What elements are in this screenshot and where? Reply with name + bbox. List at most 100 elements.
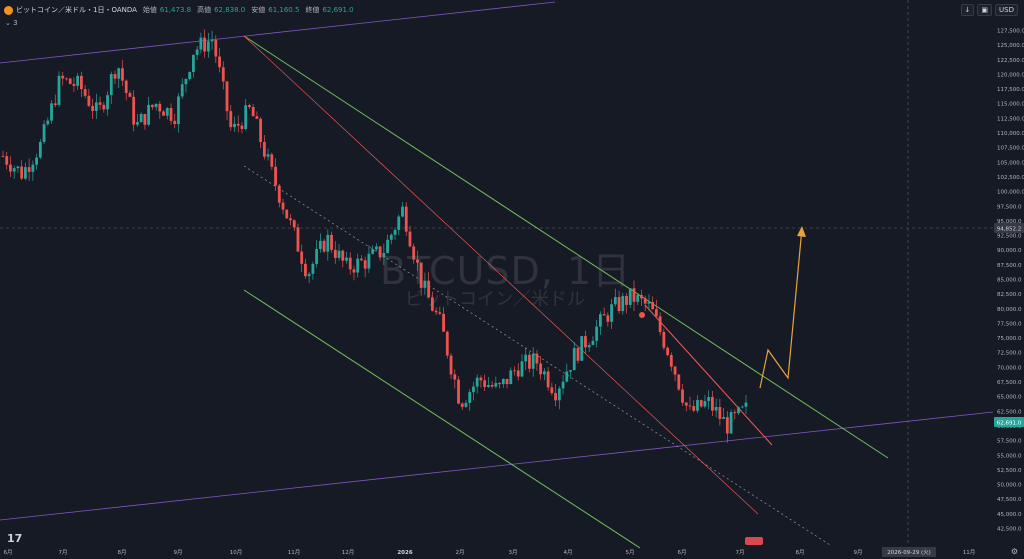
candle-body bbox=[270, 154, 274, 167]
candle-body bbox=[326, 234, 330, 252]
candle-body bbox=[154, 103, 158, 108]
candle-body bbox=[643, 298, 647, 304]
y-tick-label: 57,500.0 bbox=[997, 439, 1022, 445]
candle-body bbox=[315, 248, 319, 264]
candle-body bbox=[617, 297, 621, 312]
candle-body bbox=[240, 125, 244, 130]
candle-body bbox=[76, 75, 80, 86]
x-tick-label: 6月 bbox=[4, 549, 13, 556]
candle-body bbox=[393, 229, 397, 235]
candle-body bbox=[598, 314, 602, 327]
y-tick-label: 102,500.0 bbox=[997, 175, 1024, 181]
candle-body bbox=[173, 120, 177, 125]
candle-body bbox=[46, 120, 50, 125]
candle-body bbox=[557, 388, 561, 401]
candle-body bbox=[658, 316, 662, 333]
candle-body bbox=[132, 96, 136, 125]
close-value: 62,691.0 bbox=[322, 6, 354, 14]
candle-body bbox=[662, 332, 666, 348]
candle-body bbox=[684, 402, 688, 406]
red-wedge-line bbox=[243, 35, 759, 515]
candle-body bbox=[236, 123, 240, 126]
candle-body bbox=[94, 102, 98, 111]
candle-body bbox=[304, 263, 307, 277]
candle-body bbox=[416, 259, 419, 263]
lower-channel-line bbox=[243, 289, 641, 549]
candle-body bbox=[53, 103, 57, 105]
candle-body bbox=[20, 166, 24, 179]
down-arrow-icon[interactable]: ↓ bbox=[960, 4, 975, 16]
close-label: 終値 bbox=[305, 6, 320, 14]
candle-body bbox=[453, 374, 457, 380]
candle-body bbox=[651, 302, 655, 310]
y-tick-label: 105,000.0 bbox=[997, 160, 1024, 166]
candle-body bbox=[673, 366, 677, 375]
y-tick-label: 47,500.0 bbox=[997, 497, 1022, 503]
candle-body bbox=[486, 385, 490, 387]
candle-body bbox=[158, 103, 162, 112]
candle-body bbox=[703, 401, 707, 407]
open-label: 始値 bbox=[142, 6, 157, 14]
y-tick-label: 65,000.0 bbox=[997, 395, 1022, 401]
high-label: 高値 bbox=[197, 6, 212, 14]
symbol-title[interactable]: ビットコイン／米ドル・1日・OANDA bbox=[16, 6, 137, 14]
candle-body bbox=[434, 310, 438, 313]
candle-body bbox=[382, 252, 386, 258]
candle-body bbox=[584, 336, 587, 348]
low-value: 61,160.5 bbox=[268, 6, 300, 14]
candle-body bbox=[16, 166, 20, 169]
y-tick-label: 125,000.0 bbox=[997, 43, 1024, 49]
candle-body bbox=[124, 80, 128, 93]
candle-body bbox=[427, 280, 431, 298]
tradingview-logo[interactable]: 17 bbox=[7, 532, 23, 545]
candle-body bbox=[389, 234, 393, 240]
candle-body bbox=[404, 206, 408, 232]
candle-body bbox=[636, 294, 640, 302]
candle-body bbox=[591, 340, 595, 345]
high-value: 62,838.0 bbox=[214, 6, 246, 14]
y-tick-label: 67,500.0 bbox=[997, 380, 1022, 386]
y-tick-label: 80,000.0 bbox=[997, 307, 1022, 313]
candle-body bbox=[550, 387, 554, 394]
candle-body bbox=[262, 141, 266, 157]
candle-body bbox=[251, 106, 255, 117]
candle-body bbox=[322, 240, 326, 252]
candle-body bbox=[31, 164, 35, 172]
candle-body bbox=[681, 389, 684, 403]
candle-body bbox=[696, 400, 699, 411]
x-tick-label: 7月 bbox=[59, 549, 68, 556]
candle-body bbox=[5, 156, 9, 165]
candle-body bbox=[509, 370, 513, 385]
candle-body bbox=[165, 107, 169, 116]
candle-body bbox=[587, 344, 591, 348]
candle-body bbox=[348, 257, 352, 270]
candle-body bbox=[733, 412, 737, 414]
candle-body bbox=[494, 383, 498, 387]
candle-body bbox=[296, 227, 300, 252]
candle-body bbox=[289, 218, 292, 221]
candle-body bbox=[38, 141, 42, 158]
candle-body bbox=[576, 348, 580, 361]
candle-body bbox=[35, 157, 39, 165]
candle-body bbox=[61, 75, 65, 79]
candle-body bbox=[147, 104, 151, 125]
y-tick-label: 50,000.0 bbox=[997, 483, 1022, 489]
x-tick-label: 8月 bbox=[118, 549, 127, 556]
candle-body bbox=[725, 417, 729, 434]
candle-body bbox=[113, 74, 117, 79]
y-tick-label: 77,500.0 bbox=[997, 321, 1022, 327]
candle-body bbox=[229, 111, 233, 128]
crosshair-price-label-box bbox=[994, 223, 1024, 233]
candle-body bbox=[442, 313, 445, 332]
indicator-toggle[interactable]: ⌄ 3 bbox=[5, 19, 18, 27]
currency-button[interactable]: USD bbox=[995, 4, 1018, 16]
low-label: 安値 bbox=[251, 6, 266, 14]
candle-body bbox=[483, 380, 487, 387]
lock-icon[interactable]: ▣ bbox=[977, 4, 993, 16]
candle-body bbox=[472, 386, 475, 393]
candle-body bbox=[248, 105, 251, 107]
gear-icon[interactable]: ⚙ bbox=[1010, 547, 1018, 556]
candle-body bbox=[91, 105, 95, 111]
candle-body bbox=[333, 249, 337, 258]
